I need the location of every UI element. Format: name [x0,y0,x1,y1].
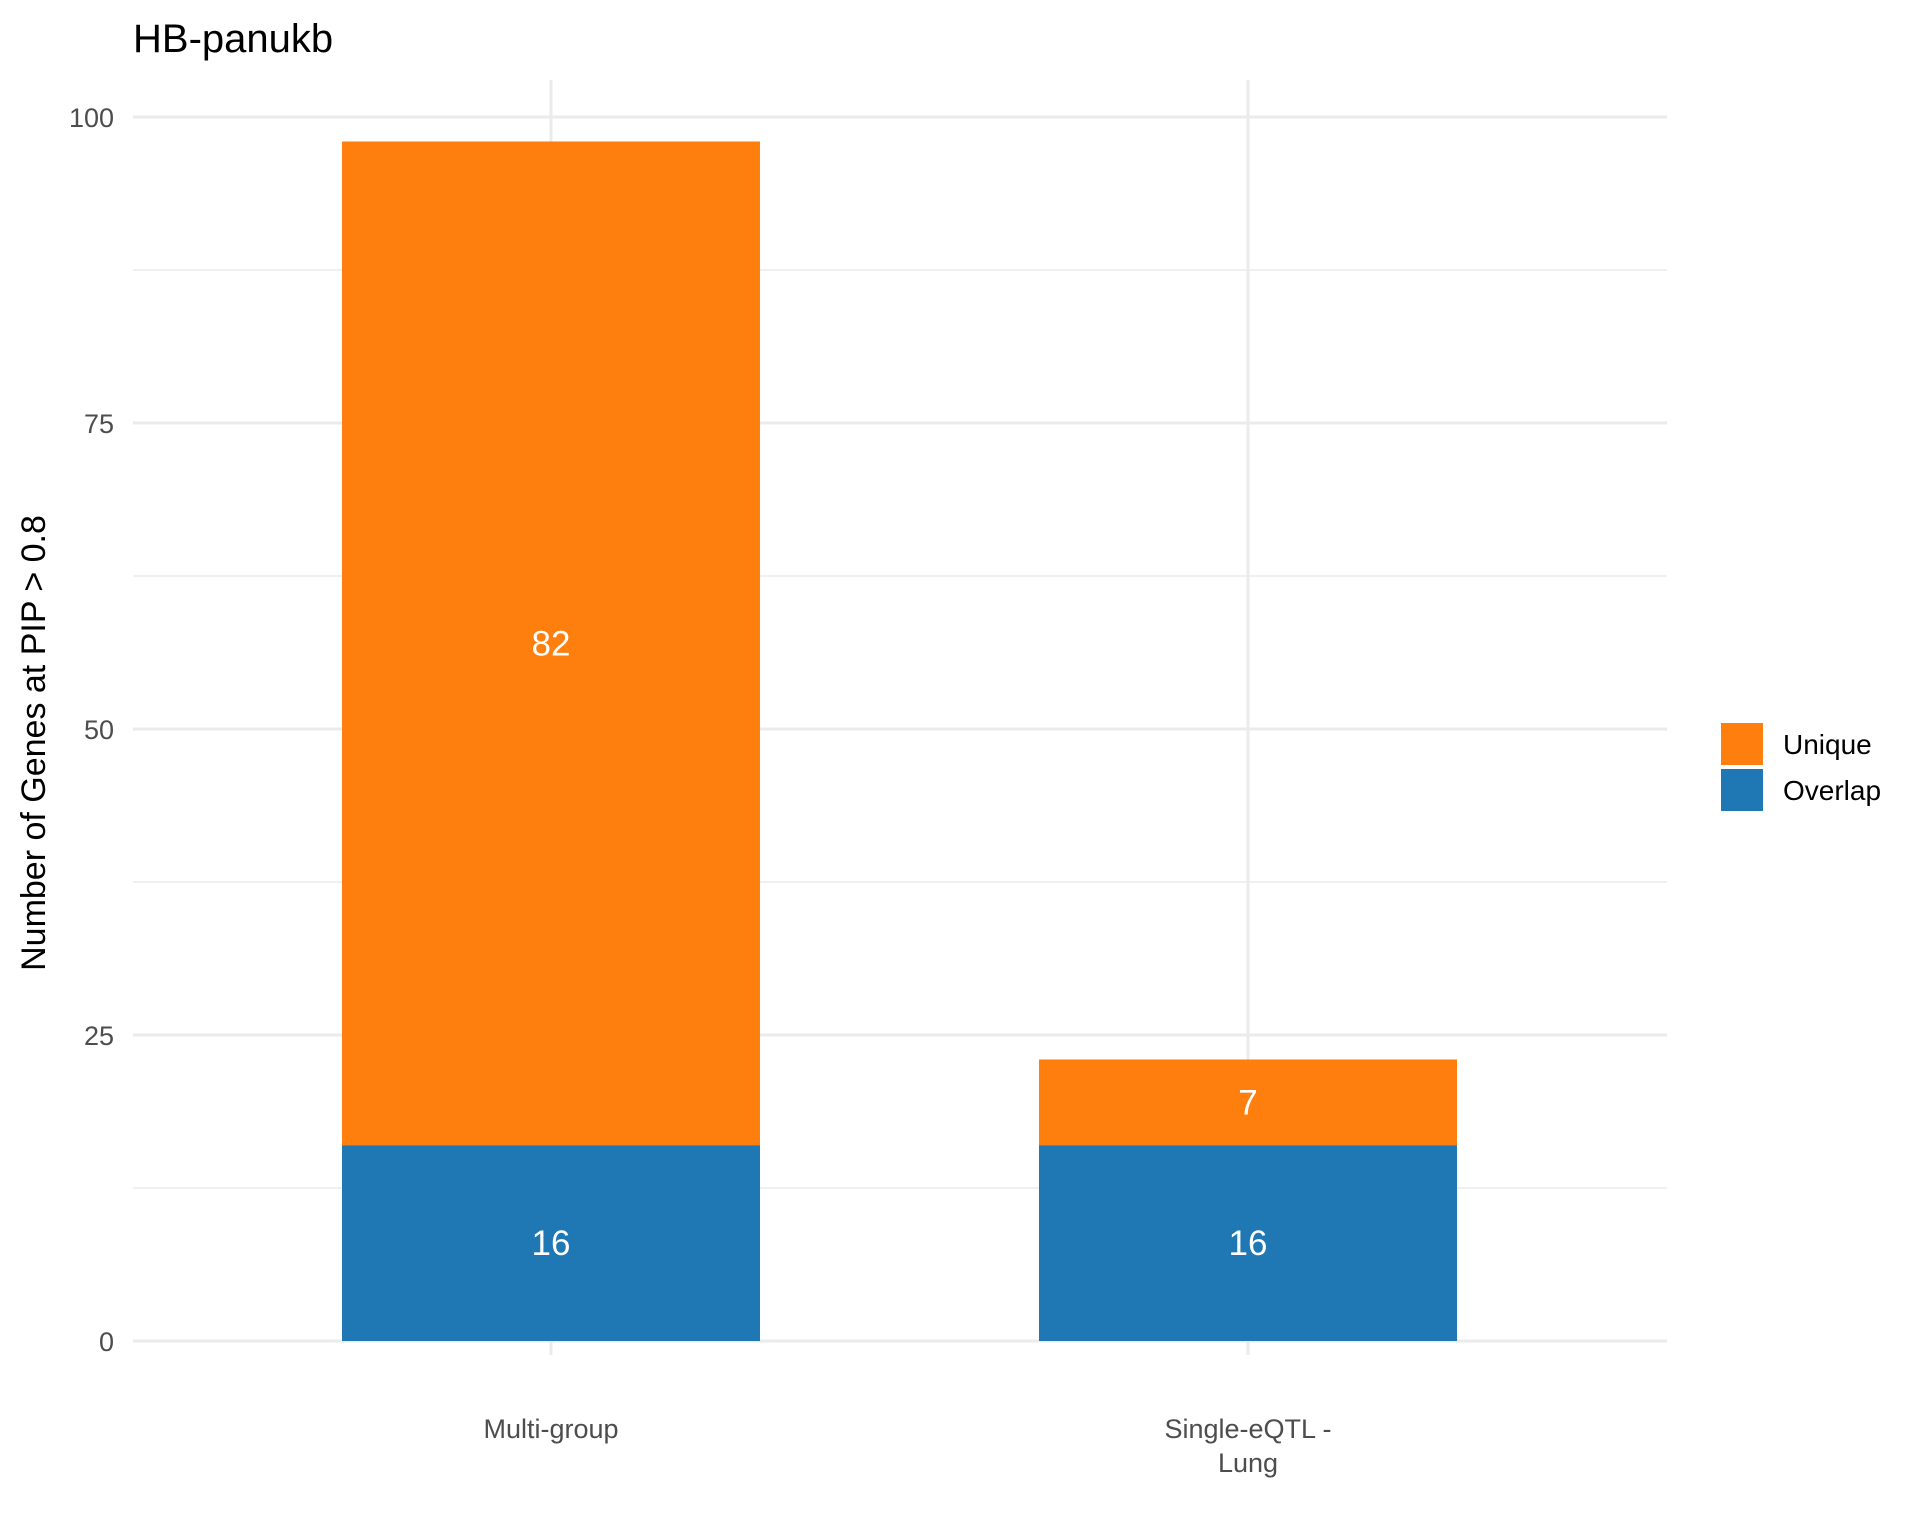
bar-labels: 16 82 16 7 [532,624,1268,1263]
bar-overlap-1 [1039,1145,1457,1341]
bars [342,141,1457,1341]
x-tick-label: Single-eQTL - [1164,1414,1331,1444]
legend-swatch-overlap [1721,769,1763,811]
legend-label-unique: Unique [1783,729,1872,760]
y-tick-label: 75 [84,409,114,439]
bar-overlap-0 [342,1145,760,1341]
x-tick-label: Multi-group [483,1414,618,1444]
y-tick-label: 0 [99,1327,114,1357]
x-axis-ticks: Multi-group Single-eQTL - Lung [483,1414,1331,1478]
bar-unique-1 [1039,1059,1457,1146]
bar-unique-0 [342,141,760,1146]
bar-value-label: 16 [532,1224,571,1263]
legend: Unique Overlap [1721,723,1881,811]
bar-value-label: 7 [1238,1083,1257,1122]
legend-swatch-unique [1721,723,1763,765]
bar-value-label: 16 [1229,1224,1268,1263]
y-tick-label: 100 [69,103,114,133]
y-axis-ticks: 0 25 50 75 100 [69,103,114,1357]
bar-value-label: 82 [532,624,571,663]
x-tick-label: Lung [1218,1448,1278,1478]
y-tick-label: 50 [84,715,114,745]
legend-label-overlap: Overlap [1783,775,1881,806]
y-tick-label: 25 [84,1021,114,1051]
chart-title: HB-panukb [133,17,333,61]
y-axis-title: Number of Genes at PIP > 0.8 [15,515,53,971]
